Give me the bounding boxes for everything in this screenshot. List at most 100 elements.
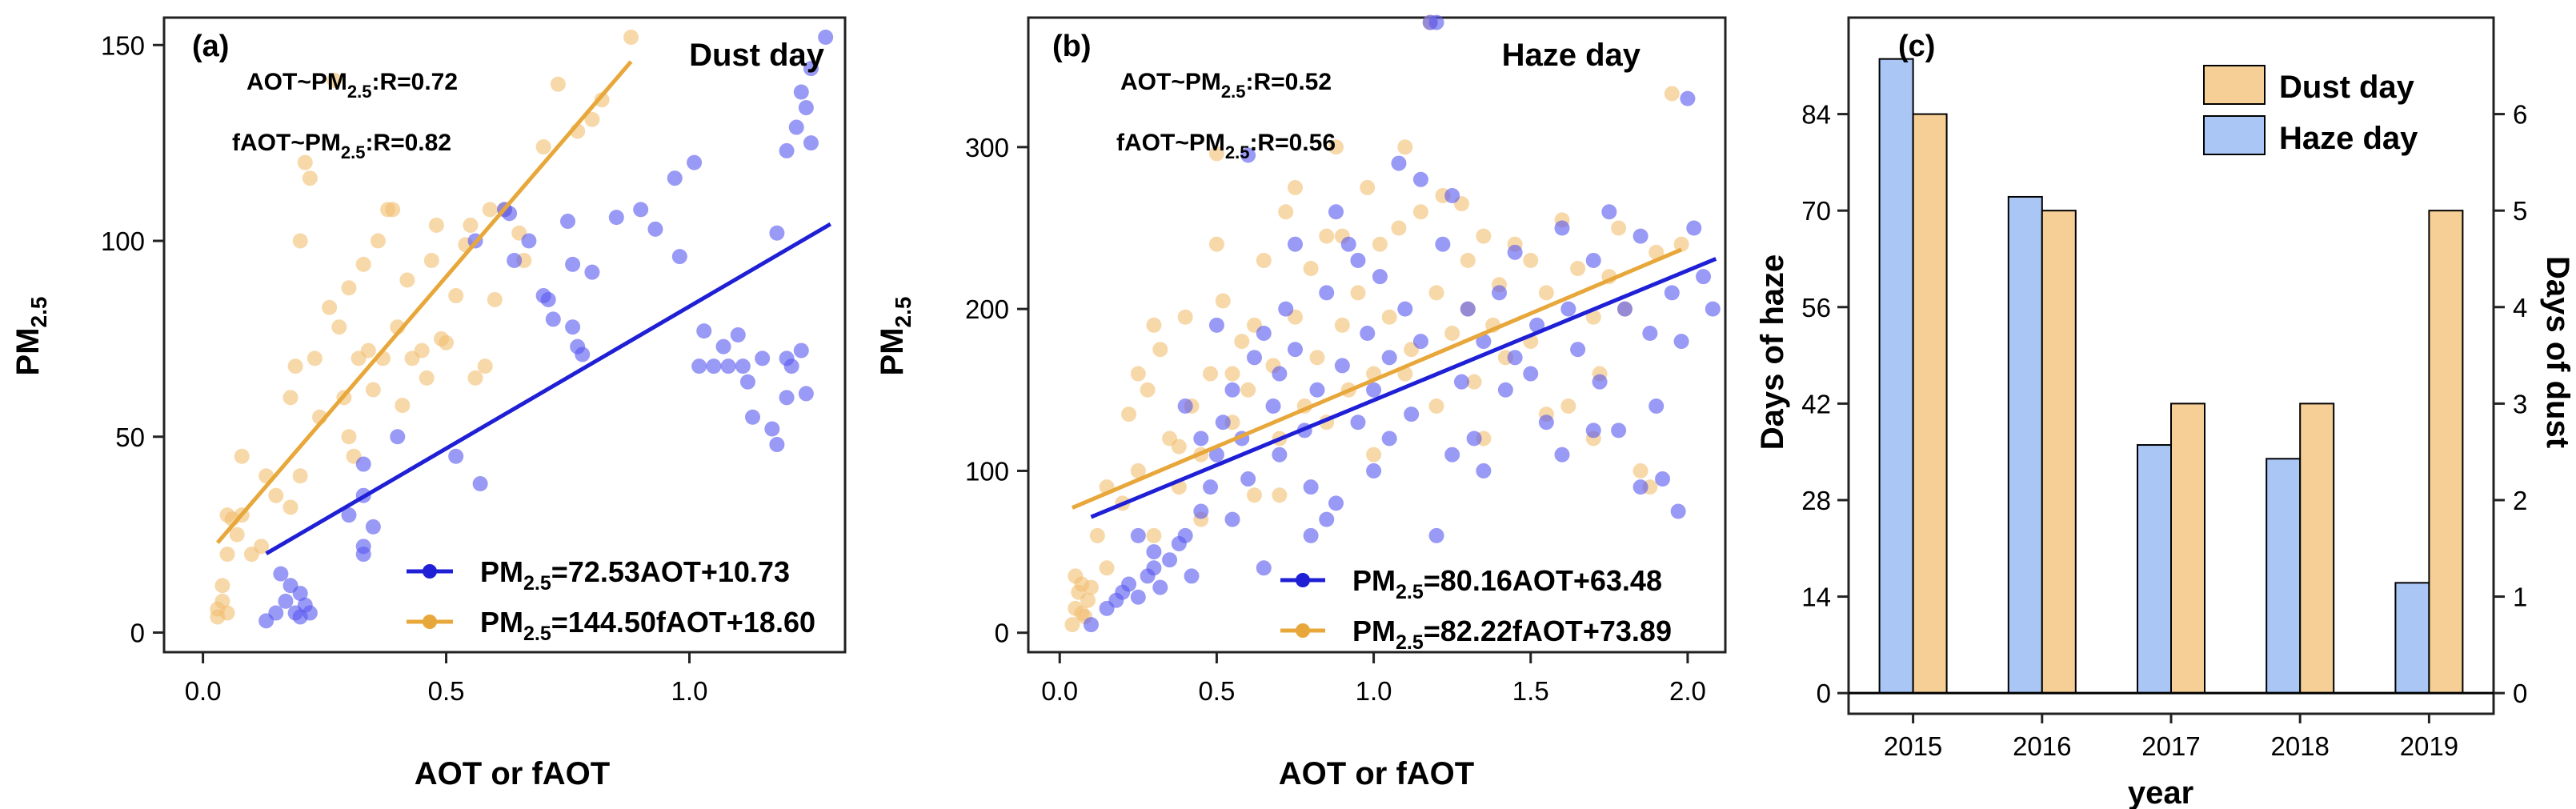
- panel-a-faot-point: [297, 154, 313, 170]
- panel-a-aot-point: [769, 437, 785, 453]
- panel-b-faot-point: [1130, 463, 1146, 479]
- panel-b-aot-point: [1215, 415, 1231, 431]
- panel-a-faot-point: [414, 342, 430, 358]
- panel-b-faot-point: [1350, 285, 1366, 301]
- panel-a-faot-point: [214, 578, 230, 594]
- panel-c-y-right-tick-label: 3: [2513, 389, 2527, 419]
- panel-a-faot-point: [355, 256, 371, 272]
- panel-c-y-left-tick-label: 70: [1801, 196, 1831, 226]
- panel-a-aot-point: [390, 429, 406, 445]
- panel-c-haze-bar: [2137, 444, 2172, 695]
- panel-c-dust-bar: [2041, 210, 2077, 695]
- panel-b-faot-point: [1215, 293, 1231, 309]
- panel-b-legend-aot-marker: [1296, 573, 1310, 587]
- panel-a-faot-point: [234, 448, 250, 464]
- panel-b-faot-point: [1460, 252, 1476, 268]
- panel-a-faot-point: [487, 291, 503, 307]
- panel-b-faot-point: [1397, 139, 1413, 155]
- panel-a-aot-fit-line: [265, 222, 832, 556]
- panel-b-aot-point: [1617, 301, 1633, 317]
- panel-a-label: (a): [192, 30, 229, 63]
- panel-b-aot-fit-line: [1090, 257, 1717, 519]
- panel-a-aot-point: [540, 291, 556, 307]
- panel-a-faot-point: [550, 76, 566, 92]
- panel-c-legend-dust-text: Dust day: [2279, 70, 2415, 105]
- panel-b-aot-point: [1633, 479, 1649, 495]
- panel-b-faot-point: [1309, 350, 1325, 366]
- panel-c-haze-bar: [2266, 458, 2302, 695]
- panel-a-aot-point: [798, 100, 814, 116]
- panel-b-aot-point: [1224, 382, 1240, 398]
- panel-b-aot-point: [1278, 301, 1294, 317]
- panel-b-aot-point: [1328, 495, 1344, 511]
- panel-b-aot-point: [1412, 171, 1428, 187]
- panel-b-faot-point: [1287, 179, 1303, 195]
- panel-b-aot-point: [1444, 447, 1460, 463]
- panel-b-aot-point: [1686, 220, 1702, 236]
- panel-b-aot-point: [1193, 431, 1209, 447]
- panel-a-faot-point: [287, 358, 303, 374]
- panel-b-aot-point: [1453, 374, 1469, 390]
- panel-c-x-tick-label: 2018: [2270, 731, 2329, 761]
- panel-b-faot-point: [1074, 605, 1090, 621]
- panel-b-aot-point: [1476, 334, 1492, 350]
- panel-a-faot-point: [365, 382, 381, 398]
- panel-b-aot-point: [1146, 560, 1162, 576]
- panel-b-legend-aot-text: PM2.5=80.16AOT+63.48: [1352, 564, 1662, 603]
- panel-a-faot-point: [282, 499, 298, 515]
- panel-b-aot-point: [1466, 431, 1482, 447]
- panel-b-aot-point: [1287, 236, 1303, 252]
- panel-b-x-tick-label: 0.0: [1041, 676, 1078, 706]
- panel-b-plot-frame: [1027, 16, 1727, 654]
- panel-a-aot-point: [273, 566, 289, 582]
- panel-b-aot-point: [1340, 236, 1356, 252]
- panel-b-faot-point: [1208, 236, 1224, 252]
- panel-b-aot-point: [1642, 325, 1658, 341]
- panel-b-aot-point: [1256, 325, 1272, 341]
- panel-b-aot-point: [1083, 617, 1099, 633]
- panel-c-y-right-tick-label: 1: [2513, 583, 2527, 612]
- panel-b-aot-point: [1208, 317, 1224, 333]
- panel-a-faot-point: [341, 429, 357, 445]
- panel-c-haze-bar: [2394, 582, 2430, 695]
- panel-b-faot-point: [1203, 366, 1219, 382]
- panel-a-aot-point: [803, 135, 819, 151]
- panel-b-aot-point: [1328, 204, 1344, 220]
- panel-b-faot-point: [1538, 285, 1554, 301]
- panel-b-faot-point: [1146, 317, 1162, 333]
- panel-b-aot-point: [1391, 155, 1407, 171]
- panel-b-faot-point: [1523, 252, 1539, 268]
- panel-b-aot-point: [1121, 576, 1137, 592]
- panel-a-aot-point: [687, 154, 703, 170]
- panel-b-aot-point: [1208, 447, 1224, 463]
- panel-b-y-tick-label: 100: [965, 456, 1009, 486]
- panel-a-aot-point: [667, 170, 683, 186]
- panel-a-plot-frame: [162, 16, 847, 654]
- panel-c-dust-bar: [2170, 402, 2205, 695]
- panel-b-faot-point: [1152, 342, 1168, 358]
- panel-a-aot-point: [565, 256, 581, 272]
- panel-b-aot-point: [1224, 511, 1240, 527]
- panel-b-faot-point: [1121, 407, 1137, 423]
- panel-b-faot-point: [1428, 285, 1444, 301]
- panel-a-faot-point: [482, 202, 498, 218]
- panel-b-faot-point: [1366, 447, 1382, 463]
- panel-a-faot-point: [219, 605, 235, 621]
- panel-b-faot-point: [1089, 527, 1105, 543]
- panel-b-aot-point: [1256, 560, 1272, 576]
- panel-a-faot-point: [322, 299, 338, 315]
- panel-b-faot-point: [1177, 309, 1193, 325]
- panel-a-aot-point: [696, 323, 712, 339]
- panel-b-y-axis-title: PM2.5: [875, 297, 915, 376]
- panel-b-faot-point: [1064, 617, 1080, 633]
- panel-a-aot-point: [735, 358, 751, 374]
- panel-b-aot-point: [1130, 527, 1146, 543]
- panel-a-aot-point: [691, 358, 707, 374]
- panel-a-y-tick-label: 50: [115, 423, 145, 452]
- panel-b-faot-point: [1319, 228, 1335, 244]
- panel-b-aot-point: [1592, 374, 1608, 390]
- panel-a-y-tick-label: 0: [130, 619, 145, 648]
- panel-b-faot-point: [1208, 146, 1224, 162]
- panel-b-faot-point: [1428, 398, 1444, 415]
